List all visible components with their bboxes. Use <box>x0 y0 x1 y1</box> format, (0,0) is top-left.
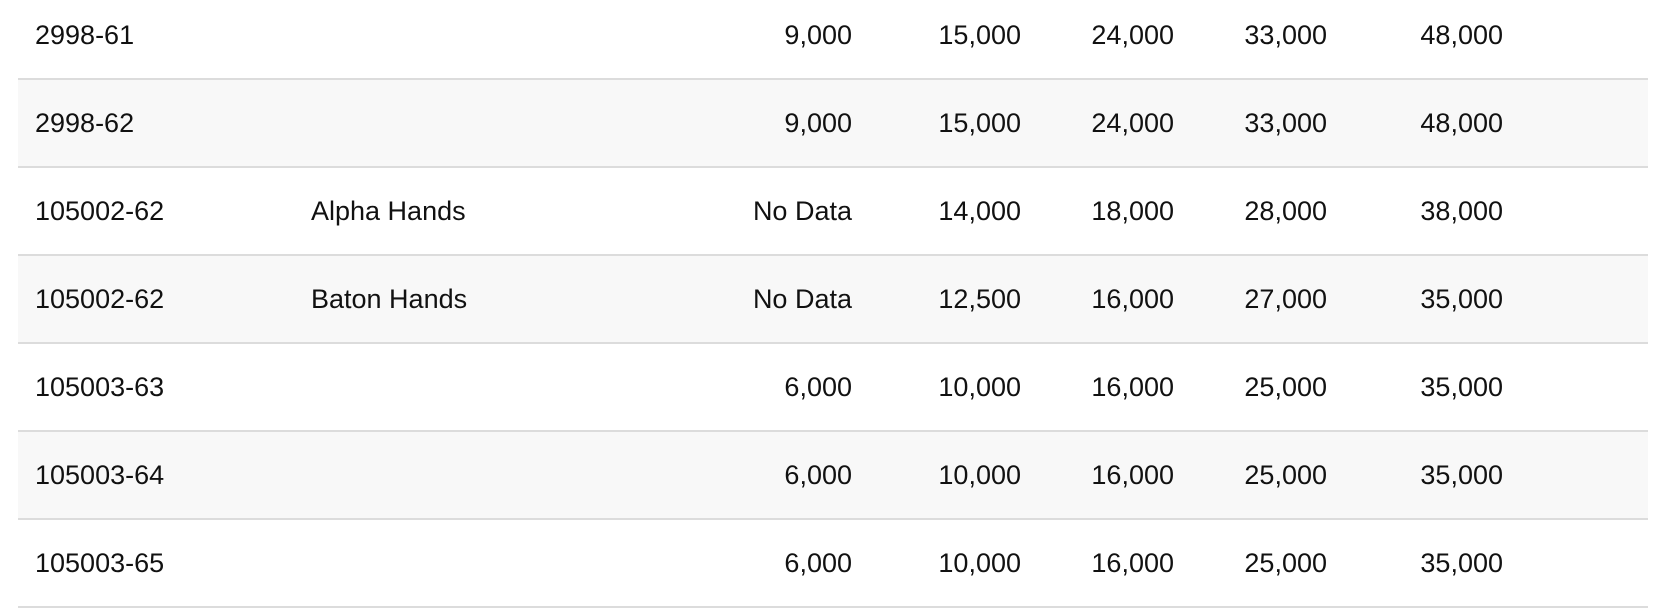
part-number: 105003-65 <box>35 548 165 578</box>
value-cell: 25,000 <box>1244 460 1327 490</box>
value-cell: 15,000 <box>938 20 1021 50</box>
value-cell: 16,000 <box>1091 284 1174 314</box>
table-row: 105003-63 6,000 10,000 16,000 25,000 35,000 <box>18 344 1648 432</box>
value-cell: 48,000 <box>1420 108 1503 138</box>
value-cell: 24,000 <box>1091 20 1174 50</box>
value-cell: 6,000 <box>784 372 852 402</box>
value-cell: 14,000 <box>938 196 1021 226</box>
value-cell: 33,000 <box>1244 108 1327 138</box>
value-cell: 33,000 <box>1244 20 1327 50</box>
value-cell: 35,000 <box>1420 460 1503 490</box>
value-cell: 25,000 <box>1244 372 1327 402</box>
value-cell: 35,000 <box>1420 372 1503 402</box>
variant: Alpha Hands <box>311 196 466 226</box>
value-cell: 6,000 <box>784 548 852 578</box>
value-cell: 25,000 <box>1244 548 1327 578</box>
value-cell: 10,000 <box>938 460 1021 490</box>
value-cell: 9,000 <box>784 108 852 138</box>
value-cell: 16,000 <box>1091 460 1174 490</box>
value-cell: 27,000 <box>1244 284 1327 314</box>
variant: Baton Hands <box>311 284 468 314</box>
table-row: 105003-65 6,000 10,000 16,000 25,000 35,000 <box>18 520 1648 608</box>
value-cell: 10,000 <box>938 372 1021 402</box>
value-cell: 15,000 <box>938 108 1021 138</box>
table-row: 2998-61 9,000 15,000 24,000 33,000 48,000 <box>18 0 1648 80</box>
price-table: 2998-61 9,000 15,000 24,000 33,000 48,000 2998… <box>18 0 1648 608</box>
part-number: 105002-62 <box>35 284 165 314</box>
value-cell: No Data <box>752 196 852 226</box>
value-cell: 10,000 <box>938 548 1021 578</box>
value-cell: 6,000 <box>784 460 852 490</box>
part-number: 105002-62 <box>35 196 165 226</box>
value-cell: 35,000 <box>1420 284 1503 314</box>
value-cell: 38,000 <box>1420 196 1503 226</box>
value-cell: No Data <box>752 284 852 314</box>
value-cell: 48,000 <box>1420 20 1503 50</box>
part-number: 105003-64 <box>35 460 165 490</box>
part-number: 105003-63 <box>35 372 165 402</box>
value-cell: 12,500 <box>938 284 1021 314</box>
value-cell: 28,000 <box>1244 196 1327 226</box>
table-row: 2998-62 9,000 15,000 24,000 33,000 48,000 <box>18 80 1648 168</box>
value-cell: 18,000 <box>1091 196 1174 226</box>
part-number: 2998-61 <box>35 20 135 50</box>
table-row: 105002-62 Alpha Hands No Data 14,000 18,000 2… <box>18 168 1648 256</box>
table-row: 105002-62 Baton Hands No Data 12,500 16,000 2… <box>18 256 1648 344</box>
value-cell: 16,000 <box>1091 548 1174 578</box>
table-row: 105003-64 6,000 10,000 16,000 25,000 35,000 <box>18 432 1648 520</box>
value-cell: 16,000 <box>1091 372 1174 402</box>
value-cell: 9,000 <box>784 20 852 50</box>
part-number: 2998-62 <box>35 108 135 138</box>
value-cell: 24,000 <box>1091 108 1174 138</box>
value-cell: 35,000 <box>1420 548 1503 578</box>
